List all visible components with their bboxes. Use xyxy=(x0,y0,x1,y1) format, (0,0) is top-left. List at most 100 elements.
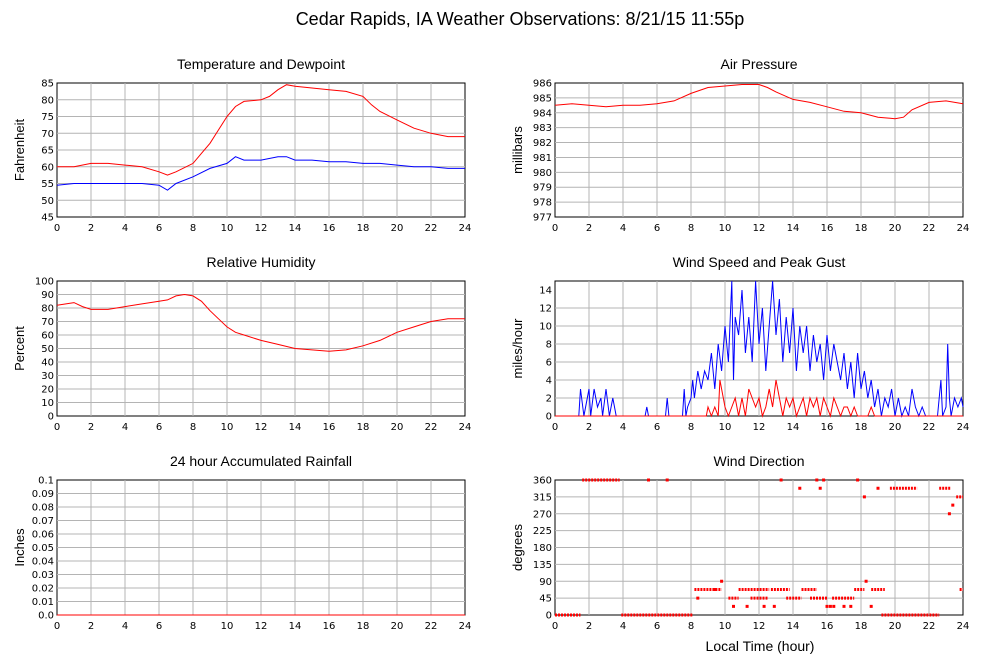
winddir-point xyxy=(696,596,700,600)
humidity-ytick-label: 50 xyxy=(41,344,54,355)
temp-xtick-label: 12 xyxy=(255,223,268,234)
winddir-ytick-label: 180 xyxy=(533,543,552,554)
winddir-xtick-label: 18 xyxy=(855,621,868,632)
winddir-ylabel: degrees xyxy=(510,524,525,571)
winddir-xtick-label: 6 xyxy=(654,621,660,632)
winddir-point xyxy=(745,604,749,608)
rain-ytick-label: 0.05 xyxy=(32,543,54,554)
rain-xtick-label: 20 xyxy=(391,621,404,632)
winddir-xtick-label: 16 xyxy=(821,621,834,632)
rain-ytick-label: 0.01 xyxy=(32,597,54,608)
temp-series-1 xyxy=(56,156,465,191)
wind-xtick-label: 8 xyxy=(688,422,694,433)
wind-xtick-label: 12 xyxy=(753,422,766,433)
winddir-point xyxy=(825,604,829,608)
pressure-xtick-label: 18 xyxy=(855,223,868,234)
rain-xtick-label: 24 xyxy=(459,621,472,632)
pressure-ytick-label: 983 xyxy=(533,123,552,134)
pressure-ytick-label: 978 xyxy=(533,198,552,209)
winddir-ytick-label: 0 xyxy=(546,611,552,622)
rain-xtick-label: 16 xyxy=(323,621,336,632)
temp-xtick-label: 10 xyxy=(221,223,234,234)
winddir-point xyxy=(713,588,717,591)
winddir-point xyxy=(818,486,822,490)
temp-xtick-label: 6 xyxy=(156,223,162,234)
winddir-ytick-label: 135 xyxy=(533,560,552,571)
rain-ytick-label: 0.09 xyxy=(32,489,54,500)
winddir-point xyxy=(798,486,802,490)
humidity-ytick-label: 80 xyxy=(41,304,54,315)
pressure-xtick-label: 22 xyxy=(923,223,936,234)
humidity-ytick-label: 60 xyxy=(41,331,54,342)
temp-ytick-label: 45 xyxy=(41,213,54,224)
rain-xtick-label: 4 xyxy=(122,621,128,632)
temp-xtick-label: 2 xyxy=(88,223,94,234)
humidity-xtick-label: 16 xyxy=(323,422,336,433)
wind-xtick-label: 0 xyxy=(552,422,558,433)
winddir-point xyxy=(862,495,866,499)
x-axis-label: Local Time (hour) xyxy=(706,638,815,654)
pressure-ytick-label: 985 xyxy=(533,93,552,104)
temp-ytick-label: 85 xyxy=(41,79,54,90)
chart-rain: 0 2 4 6 8 10 12 14 16 18 20 22 240.00.010.020.030.04… xyxy=(12,453,471,632)
rain-ytick-label: 0.1 xyxy=(38,476,54,487)
humidity-xtick-label: 22 xyxy=(425,422,438,433)
winddir-xtick-label: 2 xyxy=(586,621,592,632)
winddir-point xyxy=(842,604,846,608)
winddir-point xyxy=(815,478,819,482)
winddir-point xyxy=(876,486,880,490)
humidity-xtick-label: 14 xyxy=(289,422,302,433)
winddir-title: Wind Direction xyxy=(713,453,804,469)
page-title: Cedar Rapids, IA Weather Observations: 8… xyxy=(296,9,745,29)
rain-title: 24 hour Accumulated Rainfall xyxy=(170,453,352,469)
temp-ytick-label: 65 xyxy=(41,146,54,157)
pressure-ytick-label: 980 xyxy=(533,168,552,179)
rain-ytick-label: 0.08 xyxy=(32,503,54,514)
wind-xtick-label: 20 xyxy=(889,422,902,433)
pressure-xtick-label: 0 xyxy=(552,223,558,234)
humidity-ylabel: Percent xyxy=(12,326,27,371)
winddir-point xyxy=(762,604,766,608)
winddir-xtick-label: 10 xyxy=(719,621,732,632)
pressure-xtick-label: 6 xyxy=(654,223,660,234)
rain-ytick-label: 0.04 xyxy=(32,557,54,568)
humidity-series-0 xyxy=(56,293,465,352)
pressure-xtick-label: 4 xyxy=(620,223,626,234)
pressure-ytick-label: 982 xyxy=(533,138,552,149)
winddir-ytick-label: 90 xyxy=(539,577,552,588)
wind-xtick-label: 10 xyxy=(719,422,732,433)
wind-xtick-label: 4 xyxy=(620,422,626,433)
rain-xtick-label: 14 xyxy=(289,621,302,632)
winddir-xtick-label: 14 xyxy=(787,621,800,632)
humidity-ytick-label: 20 xyxy=(41,385,54,396)
rain-xtick-label: 6 xyxy=(156,621,162,632)
winddir-point xyxy=(732,604,735,608)
pressure-xtick-label: 16 xyxy=(821,223,834,234)
rain-ytick-label: 0.07 xyxy=(32,516,54,527)
rain-xtick-label: 18 xyxy=(357,621,370,632)
humidity-ytick-label: 0 xyxy=(48,412,54,423)
humidity-xtick-label: 18 xyxy=(357,422,370,433)
pressure-xtick-label: 2 xyxy=(586,223,592,234)
wind-xtick-label: 14 xyxy=(787,422,800,433)
temp-ytick-label: 80 xyxy=(41,95,54,106)
wind-title: Wind Speed and Peak Gust xyxy=(673,254,846,270)
rain-ytick-label: 0.03 xyxy=(32,570,54,581)
rain-xtick-label: 2 xyxy=(88,621,94,632)
rain-xtick-label: 10 xyxy=(221,621,234,632)
winddir-ytick-label: 270 xyxy=(533,509,552,520)
winddir-point xyxy=(665,478,669,482)
rain-xtick-label: 0 xyxy=(54,621,60,632)
temp-xtick-label: 0 xyxy=(54,223,60,234)
temp-title: Temperature and Dewpoint xyxy=(177,56,345,72)
winddir-point xyxy=(772,604,776,608)
winddir-point xyxy=(849,604,853,608)
wind-ytick-label: 4 xyxy=(546,376,552,387)
winddir-point xyxy=(828,604,832,608)
wind-ytick-label: 14 xyxy=(539,286,552,297)
wind-xtick-label: 2 xyxy=(586,422,592,433)
wind-xtick-label: 6 xyxy=(654,422,660,433)
wind-xtick-label: 16 xyxy=(821,422,834,433)
winddir-point xyxy=(947,512,951,516)
